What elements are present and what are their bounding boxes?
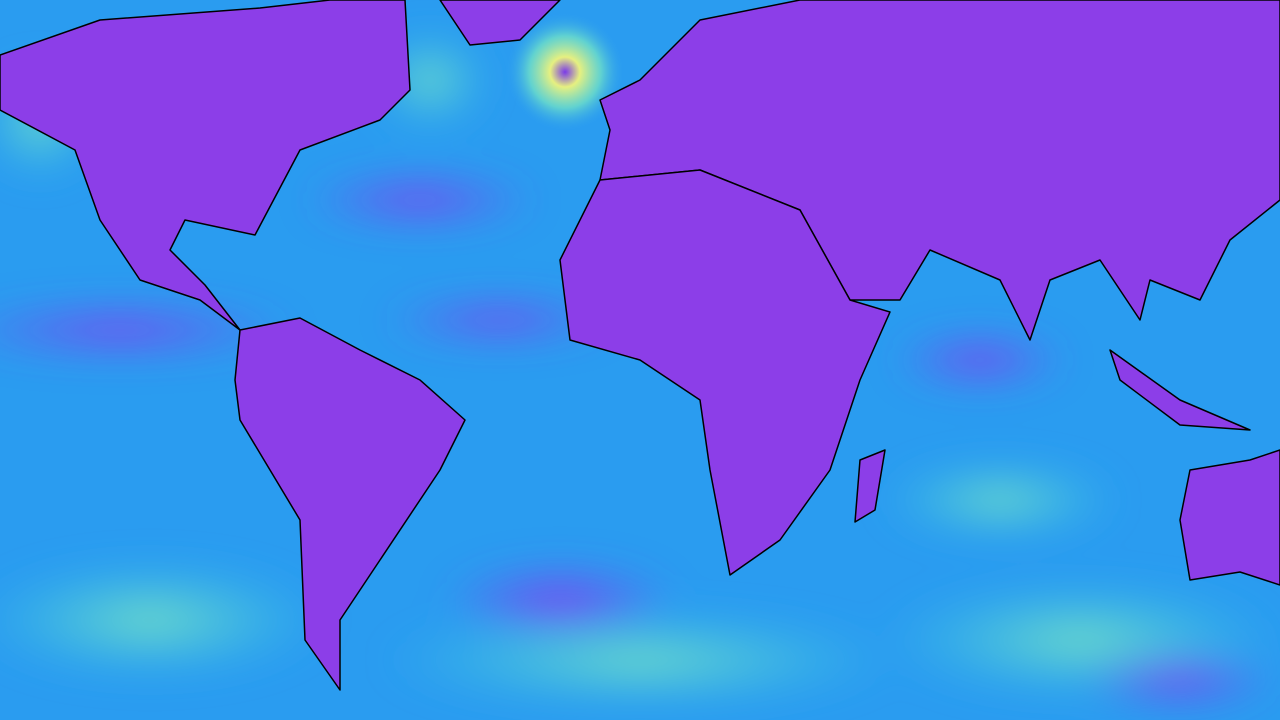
- southeast-asia-islands: [1109, 349, 1251, 431]
- north-atlantic-cyclone: [505, 12, 625, 132]
- australia: [1179, 449, 1280, 586]
- africa: [559, 169, 891, 576]
- greenland: [439, 0, 561, 46]
- north-america: [0, 0, 411, 331]
- south-america: [234, 317, 466, 691]
- madagascar: [854, 449, 886, 523]
